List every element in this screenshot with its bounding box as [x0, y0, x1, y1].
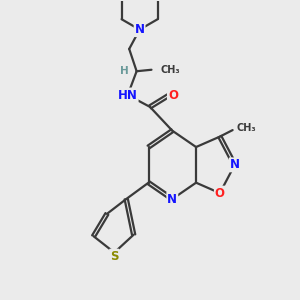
- Text: O: O: [168, 88, 178, 101]
- Text: HN: HN: [118, 88, 138, 101]
- Text: O: O: [215, 187, 225, 200]
- Text: N: N: [167, 193, 177, 206]
- Text: CH₃: CH₃: [160, 65, 180, 75]
- Text: N: N: [135, 23, 145, 36]
- Text: S: S: [110, 250, 118, 262]
- Text: CH₃: CH₃: [236, 123, 256, 133]
- Text: N: N: [230, 158, 240, 171]
- Text: H: H: [120, 66, 129, 76]
